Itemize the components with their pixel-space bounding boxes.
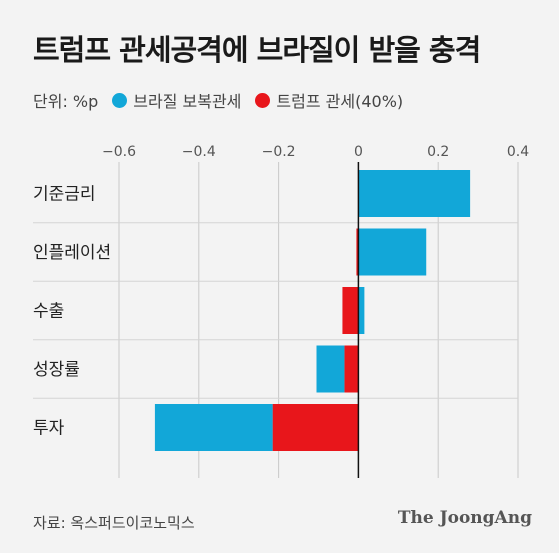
x-tick-label: −0.4	[182, 144, 216, 160]
bar-segment	[344, 345, 359, 393]
bar-segment	[154, 404, 273, 451]
x-tick-label: 0.2	[427, 144, 449, 160]
bar-segment	[356, 228, 359, 276]
brand-logo: The JoongAng	[397, 508, 532, 528]
legend-swatch-trump-tariff	[255, 92, 271, 108]
chart-title: 트럼프 관세공격에 브라질이 받을 충격	[33, 33, 481, 67]
unit-label: 단위: %p	[33, 92, 99, 111]
bar-segment	[316, 345, 345, 393]
category-label: 기준금리	[33, 185, 96, 205]
bar-segment	[358, 228, 427, 276]
bar-segment	[358, 287, 365, 334]
category-label: 인플레이션	[33, 243, 111, 263]
x-tick-label: 0	[354, 144, 363, 160]
source-note: 자료: 옥스퍼드이코노믹스	[33, 514, 195, 532]
category-label: 투자	[33, 419, 65, 439]
legend: 단위: %p 브라질 보복관세 트럼프 관세(40%)	[33, 88, 417, 112]
legend-swatch-retaliation	[112, 92, 128, 108]
category-label: 수출	[33, 302, 64, 322]
legend-label-trump-tariff: 트럼프 관세(40%)	[276, 92, 404, 111]
legend-label-retaliation: 브라질 보복관세	[133, 92, 242, 111]
x-tick-label: −0.6	[102, 144, 136, 160]
bar-segment	[272, 404, 359, 451]
bar-segment	[358, 170, 471, 217]
category-label: 성장률	[33, 360, 80, 380]
x-tick-label: −0.2	[262, 144, 296, 160]
x-tick-label: 0.4	[507, 144, 529, 160]
legend-item-trump-tariff: 트럼프 관세(40%)	[255, 88, 403, 112]
legend-item-retaliation: 브라질 보복관세	[112, 88, 241, 112]
bar-segment	[342, 287, 359, 334]
